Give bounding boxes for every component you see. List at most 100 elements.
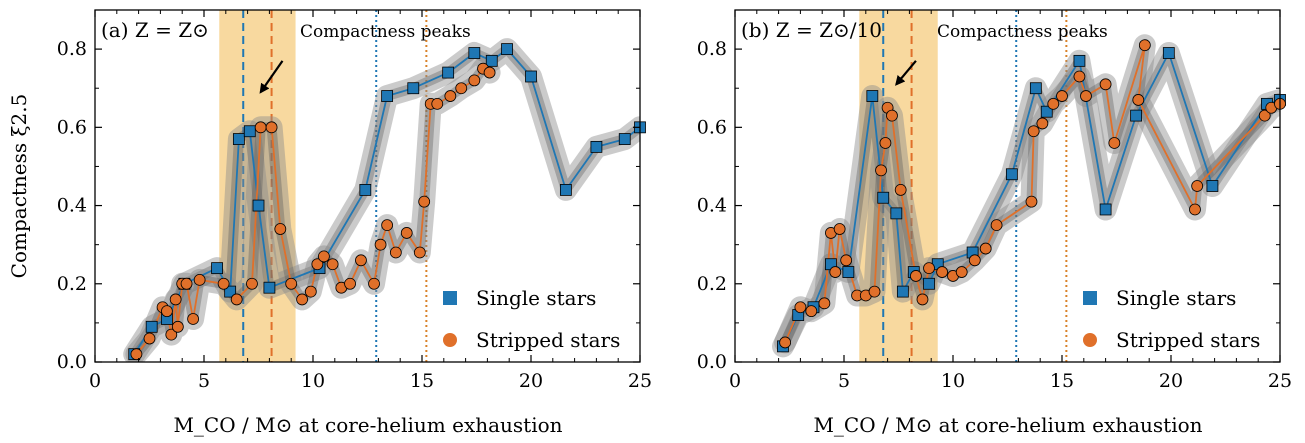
y-tick-label-b: 0.6 [697,116,727,138]
x-tick-label-b: 15 [1050,370,1074,392]
data-point-stripped-a [431,97,444,110]
data-point-stripped-a [143,332,156,345]
legend-a: Single stars Stripped stars [443,286,620,352]
data-point-stripped-b [829,266,842,278]
y-tick-label-b: 0.0 [697,351,727,373]
data-point-single-a [590,140,603,153]
y-tick-label-a: 0.0 [57,351,87,373]
panel-b: 0 5 10 15 20 250.00.20.40.60.8 (b) Z = Z⊙/10 … [697,9,1292,437]
data-point-single-a [232,133,245,145]
data-point-stripped-a [165,328,178,341]
data-point-stripped-b [779,336,792,349]
data-point-stripped-a [217,277,230,290]
data-point-single-a [263,281,276,294]
data-point-single-b [1130,109,1143,122]
data-point-stripped-a [230,293,243,306]
data-point-stripped-a [444,90,457,102]
data-point-stripped-b [1027,125,1040,138]
data-point-stripped-b [1191,180,1204,192]
annotation-text-b: Compactness peaks [937,22,1108,42]
data-point-stripped-b [818,297,831,310]
panel-a: 0 5 10 15 20 25 0.0 0.2 0.4 0.6 0.8 (a) Z = Z⊙ Com… [7,9,652,437]
data-point-single-a [252,199,265,212]
y-tick-label-a: 0.6 [57,116,87,138]
data-point-single-b [1005,168,1018,181]
y-axis-label-a: Compactness ξ2.5 [7,94,31,279]
panel-title-b: (b) Z = Z⊙/10 [741,18,882,42]
annotation-text-a: Compactness peaks [300,22,471,42]
x-tick-label-b: 20 [1159,370,1183,392]
legend-b: Single stars Stripped stars [1083,286,1260,352]
data-point-stripped-b [990,219,1003,232]
data-point-stripped-a [171,320,184,333]
data-point-stripped-b [1073,70,1086,83]
x-tick-label-a: 10 [301,370,325,392]
legend-marker-single-b [1083,291,1097,305]
x-axis-label-b: M_CO / M⊙ at core-helium exhaustion [813,413,1202,437]
data-point-stripped-b [875,164,887,177]
data-point-stripped-a [285,277,298,290]
data-point-stripped-b [1025,195,1038,208]
annotation-arrow-a [259,60,284,94]
data-point-stripped-b [1099,78,1112,91]
axes-a: 0 5 10 15 20 25 0.0 0.2 0.4 0.6 0.8 [57,9,652,392]
x-tick-label-b: 0 [729,370,741,392]
data-point-stripped-b [1258,109,1271,122]
data-point-stripped-a [254,121,267,134]
x-tick-label-b: 25 [1268,370,1292,392]
data-point-single-b [923,277,935,290]
data-point-stripped-b [1047,97,1060,110]
data-point-single-a [381,90,394,102]
data-point-stripped-a [130,348,143,361]
data-point-stripped-b [833,223,846,235]
data-point-stripped-b [1189,203,1201,216]
series-markers-a [128,43,646,361]
data-point-stripped-a [418,195,431,208]
data-point-stripped-a [193,273,206,286]
x-tick-label-b: 10 [941,370,965,392]
data-point-stripped-b [1056,90,1068,102]
vlines-b [882,10,1068,362]
data-point-single-b [1029,82,1042,95]
data-point-stripped-a [326,258,339,271]
data-point-stripped-a [368,277,380,290]
y-tick-label-a: 0.2 [57,273,87,295]
legend-marker-stripped-b [1083,333,1097,347]
data-point-single-b [842,266,855,278]
data-point-single-b [1162,47,1175,59]
data-point-single-a [359,184,372,196]
data-point-stripped-a [304,285,317,298]
data-point-single-b [1099,203,1112,216]
data-point-single-b [1040,105,1053,118]
data-point-stripped-a [161,305,173,318]
data-point-stripped-a [274,223,287,235]
x-tick-label-b: 5 [838,370,850,392]
data-point-single-b [866,90,879,102]
data-point-single-b [896,285,909,298]
x-axis-label-a: M_CO / M⊙ at core-helium exhaustion [173,413,562,437]
data-point-stripped-a [389,246,402,259]
data-point-single-a [501,43,513,56]
legend-label-b-1: Stripped stars [1116,328,1260,352]
series-line-a-1 [135,67,491,355]
data-point-stripped-a [413,246,426,259]
data-point-single-a [442,66,455,79]
x-tick-label-a: 25 [628,370,652,392]
data-point-stripped-b [1132,94,1145,106]
data-point-stripped-a [180,277,193,290]
plot-frame-b [734,9,1281,363]
data-point-stripped-a [381,219,394,232]
data-point-stripped-b [1108,137,1121,149]
x-tick-label-a: 15 [410,370,434,392]
annotation-arrow-b [895,60,917,86]
data-point-stripped-b [955,266,968,278]
data-point-single-a [618,133,631,145]
data-point-stripped-a [296,293,309,306]
data-point-stripped-b [968,254,981,267]
data-point-stripped-a [455,82,468,95]
data-point-single-a [525,70,537,83]
data-point-stripped-a [483,66,496,79]
legend-marker-single-a [443,291,457,305]
data-point-stripped-b [1036,117,1049,130]
